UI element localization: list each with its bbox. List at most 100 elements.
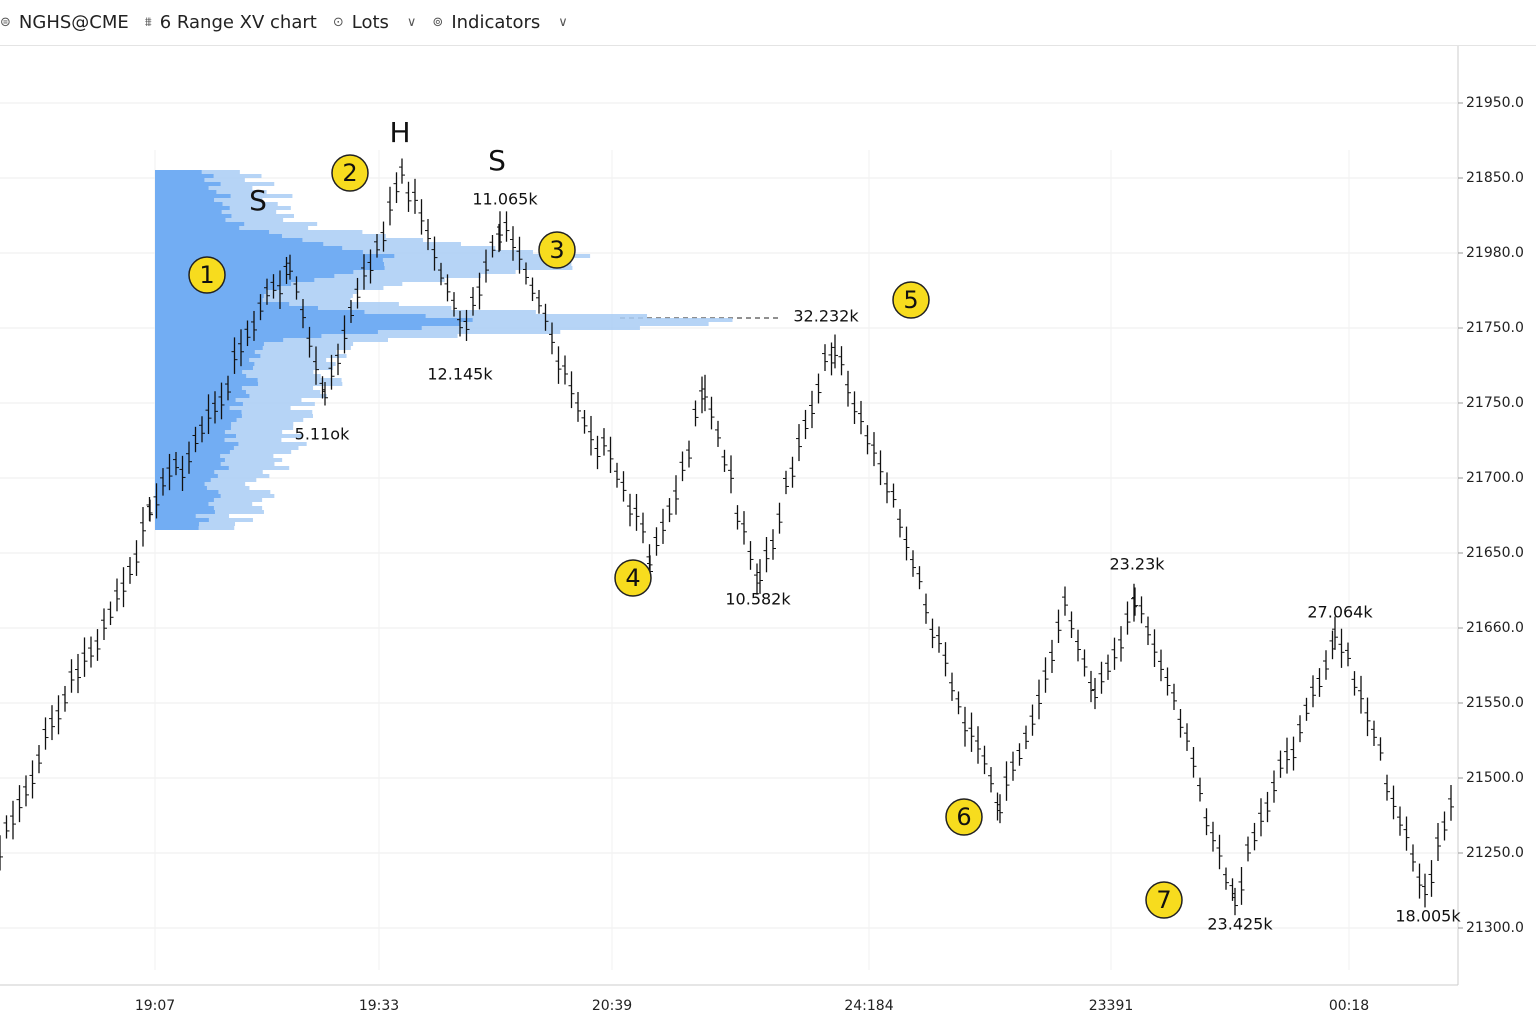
y-tick-label: 21300.0 xyxy=(1466,920,1524,936)
volume-label: 23.425k xyxy=(1207,915,1273,934)
profile-bar-core xyxy=(155,222,245,226)
profile-bar-core xyxy=(155,426,231,430)
profile-bar-core xyxy=(155,350,255,354)
profile-bar-core xyxy=(155,278,315,282)
marker-circle xyxy=(614,559,652,597)
units-button[interactable]: ⊙ Lots ∨ xyxy=(332,12,417,33)
profile-bar-core xyxy=(155,210,222,214)
marker-label: 2 xyxy=(342,159,357,187)
profile-bar-core xyxy=(155,442,239,446)
profile-bar-core xyxy=(155,178,205,182)
volume-label: 5.11ok xyxy=(295,425,350,444)
profile-bar-core xyxy=(155,230,270,234)
profile-bar-core xyxy=(155,422,232,426)
marker-circle xyxy=(1145,881,1183,919)
profile-bar-core xyxy=(155,446,234,450)
x-tick-label: 20:39 xyxy=(592,998,632,1014)
profile-bar-core xyxy=(155,398,236,402)
profile-bar-core xyxy=(155,454,221,458)
profile-bar-core xyxy=(155,218,226,222)
profile-bar-core xyxy=(155,250,363,254)
indicators-button[interactable]: ⊚ Indicators ∨ xyxy=(432,12,568,33)
indicators: Indicators xyxy=(451,12,541,33)
profile-bar-core xyxy=(155,438,225,442)
pattern-label: S xyxy=(249,184,267,217)
y-tick-label: 21550.0 xyxy=(1466,695,1524,711)
profile-bar-core xyxy=(155,214,232,218)
profile-bar-core xyxy=(155,342,264,346)
profile-bar-core xyxy=(155,458,225,462)
y-tick-label: 21750.0 xyxy=(1466,395,1524,411)
profile-bar-core xyxy=(155,274,335,278)
profile-bar-core xyxy=(155,318,473,322)
profile-bar-core xyxy=(155,370,243,374)
profile-bar-core xyxy=(155,414,242,418)
profile-bar-core xyxy=(155,194,231,198)
marker-circle xyxy=(945,798,983,836)
x-tick-label: 00:18 xyxy=(1329,998,1369,1014)
y-tick-label: 21250.0 xyxy=(1466,845,1524,861)
pattern-label: S xyxy=(488,144,506,177)
profile-bar-core xyxy=(155,170,202,174)
x-tick-label: 23391 xyxy=(1089,998,1134,1014)
profile-bar-core xyxy=(155,326,422,330)
profile-bar-core xyxy=(155,518,209,522)
y-tick-label: 21660.0 xyxy=(1466,620,1524,636)
profile-bar-core xyxy=(155,474,218,478)
profile-bar-core xyxy=(155,502,209,506)
profile-bar-core xyxy=(155,522,200,526)
profile-bar-core xyxy=(155,482,205,486)
x-tick-label: 24:184 xyxy=(844,998,893,1014)
profile-bar-core xyxy=(155,254,395,258)
y-tick-label: 21750.0 xyxy=(1466,320,1524,336)
profile-bar-core xyxy=(155,186,209,190)
symbol-button[interactable]: ⊜ NGHS@CME xyxy=(0,12,129,33)
profile-bar-core xyxy=(155,262,385,266)
x-tick-label: 19:33 xyxy=(359,998,399,1014)
profile-bar-core xyxy=(155,462,221,466)
profile-bar-core xyxy=(155,174,214,178)
profile-bar-core xyxy=(155,390,246,394)
units: Lots xyxy=(351,12,389,33)
volume-label: 12.145k xyxy=(427,365,493,384)
profile-bar-core xyxy=(155,406,230,410)
symbol: NGHS@CME xyxy=(18,12,129,33)
marker-circle xyxy=(892,281,930,319)
profile-bar-core xyxy=(155,470,215,474)
marker-label: 6 xyxy=(956,803,971,831)
profile-bar-core xyxy=(155,362,255,366)
profile-bar-core xyxy=(155,386,242,390)
profile-bar-core xyxy=(155,430,225,434)
marker-label: 3 xyxy=(549,236,564,264)
profile-bar-core xyxy=(155,314,426,318)
profile-bar-core xyxy=(155,494,221,498)
profile-bar-core xyxy=(155,310,365,314)
y-tick-label: 21500.0 xyxy=(1466,770,1524,786)
volume-label: 11.065k xyxy=(472,190,538,209)
profile-bar-core xyxy=(155,486,207,490)
profile-bar-core xyxy=(155,266,385,270)
volume-profile xyxy=(155,170,733,530)
y-tick-label: 21850.0 xyxy=(1466,170,1524,186)
profile-bar-core xyxy=(155,190,217,194)
profile-bar-core xyxy=(155,330,378,334)
volume-label: 18.005k xyxy=(1395,907,1461,926)
profile-bar-core xyxy=(155,466,229,470)
x-tick-label: 19:07 xyxy=(135,998,175,1014)
y-tick-label: 21950.0 xyxy=(1466,95,1524,111)
profile-bar-core xyxy=(155,338,284,342)
profile-bar-core xyxy=(155,510,215,514)
pattern-label: H xyxy=(389,116,410,149)
profile-bar-core xyxy=(155,450,230,454)
volume-label: 10.582k xyxy=(725,590,791,609)
profile-bar-core xyxy=(155,346,263,350)
chart-type-button[interactable]: ⩩ 6 Range XV chart xyxy=(144,12,317,33)
profile-bar-core xyxy=(155,242,324,246)
marker-circle xyxy=(188,256,226,294)
profile-bar-core xyxy=(155,294,264,298)
profile-bar-core xyxy=(155,258,383,262)
profile-bar-core xyxy=(155,354,261,358)
profile-bar-core xyxy=(155,182,221,186)
